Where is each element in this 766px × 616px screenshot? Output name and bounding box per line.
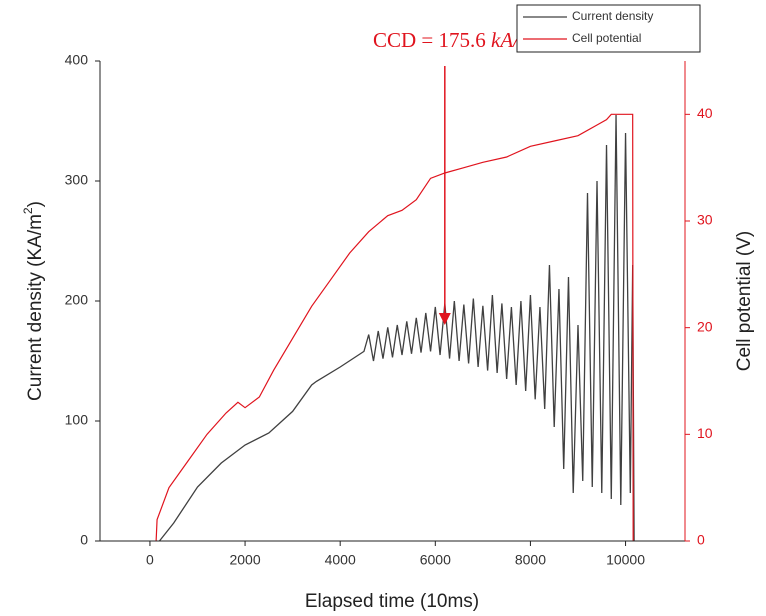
x-axis-title: Elapsed time (10ms) bbox=[305, 591, 479, 612]
y-tick-label: 0 bbox=[80, 532, 88, 548]
y-tick-label: 200 bbox=[65, 292, 89, 308]
y-tick-label: 300 bbox=[65, 172, 89, 188]
annotation-arrowhead bbox=[438, 313, 451, 325]
y2-tick-label: 40 bbox=[697, 105, 713, 121]
y-axis-title-sup: 2 bbox=[21, 207, 35, 214]
y2-tick-label: 10 bbox=[697, 425, 713, 441]
y-tick-label: 400 bbox=[65, 52, 89, 68]
y2-tick-label: 0 bbox=[697, 532, 705, 548]
x-tick-label: 0 bbox=[146, 552, 154, 568]
x-tick-label: 10000 bbox=[606, 552, 645, 568]
x-tick-label: 2000 bbox=[229, 552, 260, 568]
x-tick-label: 8000 bbox=[515, 552, 546, 568]
y-axis-title-end: ) bbox=[25, 201, 46, 207]
y-axis-title-text: Current density (KA/m bbox=[25, 214, 46, 401]
annotation-text: CCD = 175.6 bbox=[373, 28, 491, 52]
y2-axis-title: Cell potential (V) bbox=[734, 231, 755, 371]
legend-box bbox=[516, 4, 701, 53]
annotation: CCD = 175.6 kA/m2 bbox=[373, 25, 541, 52]
series-line bbox=[155, 113, 634, 542]
y-axis-title: Current density (KA/m2) bbox=[21, 201, 46, 401]
x-tick-label: 4000 bbox=[325, 552, 356, 568]
y-tick-label: 100 bbox=[65, 412, 89, 428]
y2-tick-label: 30 bbox=[697, 212, 713, 228]
legend-label: Current density bbox=[572, 9, 653, 23]
y2-tick-label: 20 bbox=[697, 318, 713, 334]
series-line bbox=[158, 114, 635, 542]
legend-label: Cell potential bbox=[572, 31, 641, 45]
x-tick-label: 6000 bbox=[420, 552, 451, 568]
